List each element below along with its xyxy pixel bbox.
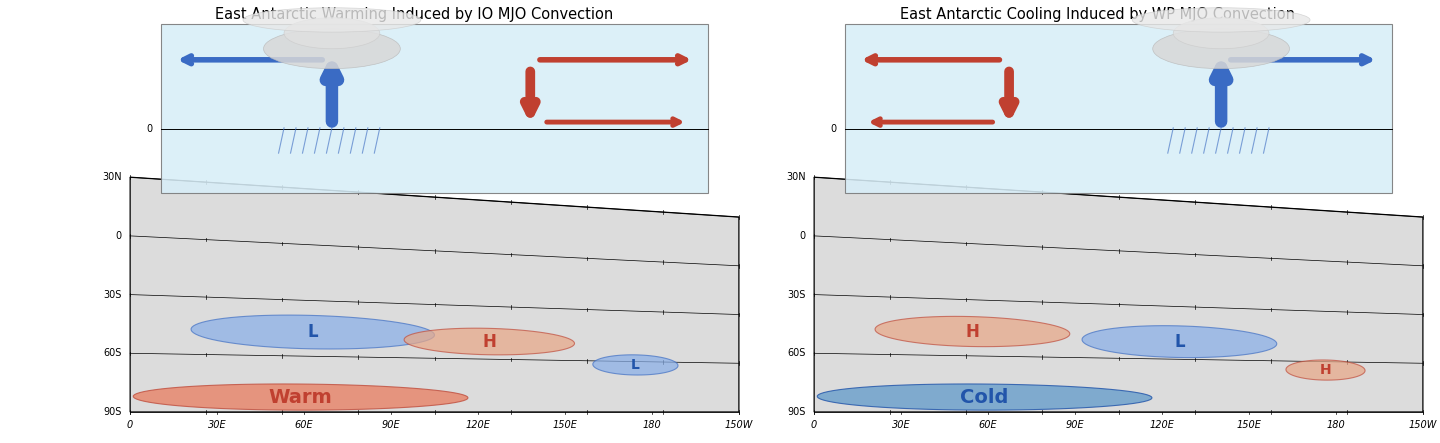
Polygon shape <box>405 328 575 355</box>
Text: 180: 180 <box>1326 420 1345 430</box>
Ellipse shape <box>264 29 400 69</box>
Text: 150W: 150W <box>1408 420 1437 430</box>
Text: 60S: 60S <box>104 348 122 358</box>
Text: 30N: 30N <box>102 172 122 182</box>
Text: 30S: 30S <box>788 290 806 299</box>
FancyBboxPatch shape <box>845 24 1392 193</box>
Text: East Antarctic Warming Induced by IO MJO Convection: East Antarctic Warming Induced by IO MJO… <box>215 7 613 22</box>
Text: East Antarctic Cooling Induced by WP MJO Convection: East Antarctic Cooling Induced by WP MJO… <box>900 7 1296 22</box>
Text: 90S: 90S <box>788 407 806 417</box>
Text: 150W: 150W <box>724 420 753 430</box>
Polygon shape <box>814 177 1423 412</box>
Text: 180: 180 <box>642 420 661 430</box>
Text: 30S: 30S <box>104 290 122 299</box>
FancyBboxPatch shape <box>161 24 708 193</box>
Text: Warm: Warm <box>269 388 333 407</box>
Text: 90E: 90E <box>382 420 400 430</box>
Text: 60E: 60E <box>979 420 998 430</box>
Polygon shape <box>130 177 739 412</box>
Ellipse shape <box>1132 8 1310 32</box>
Text: L: L <box>308 323 318 341</box>
Text: 60E: 60E <box>295 420 314 430</box>
Text: L: L <box>631 358 639 372</box>
Text: 60S: 60S <box>788 348 806 358</box>
Text: 150E: 150E <box>553 420 577 430</box>
Text: 90E: 90E <box>1066 420 1084 430</box>
Text: 120E: 120E <box>1149 420 1175 430</box>
Ellipse shape <box>1153 29 1290 69</box>
Ellipse shape <box>284 18 380 49</box>
Text: 0: 0 <box>799 231 806 241</box>
Text: H: H <box>482 333 497 350</box>
Text: 30E: 30E <box>207 420 226 430</box>
Text: 0: 0 <box>831 124 837 134</box>
Polygon shape <box>134 384 468 410</box>
Text: Cold: Cold <box>960 388 1009 407</box>
Polygon shape <box>876 316 1070 346</box>
Ellipse shape <box>1174 18 1269 49</box>
Polygon shape <box>593 355 678 375</box>
Text: 120E: 120E <box>465 420 491 430</box>
Polygon shape <box>1081 326 1277 358</box>
Polygon shape <box>1286 360 1365 380</box>
Ellipse shape <box>243 8 420 32</box>
Text: 0: 0 <box>811 420 818 430</box>
Text: H: H <box>965 323 979 341</box>
Text: 30N: 30N <box>786 172 806 182</box>
Polygon shape <box>818 384 1152 410</box>
Polygon shape <box>192 315 435 349</box>
Text: 30E: 30E <box>891 420 910 430</box>
Text: 150E: 150E <box>1237 420 1261 430</box>
Text: 90S: 90S <box>104 407 122 417</box>
Text: 0: 0 <box>127 420 134 430</box>
Text: L: L <box>1174 333 1185 351</box>
Text: H: H <box>1319 363 1332 377</box>
Text: 0: 0 <box>115 231 122 241</box>
Text: 0: 0 <box>147 124 153 134</box>
